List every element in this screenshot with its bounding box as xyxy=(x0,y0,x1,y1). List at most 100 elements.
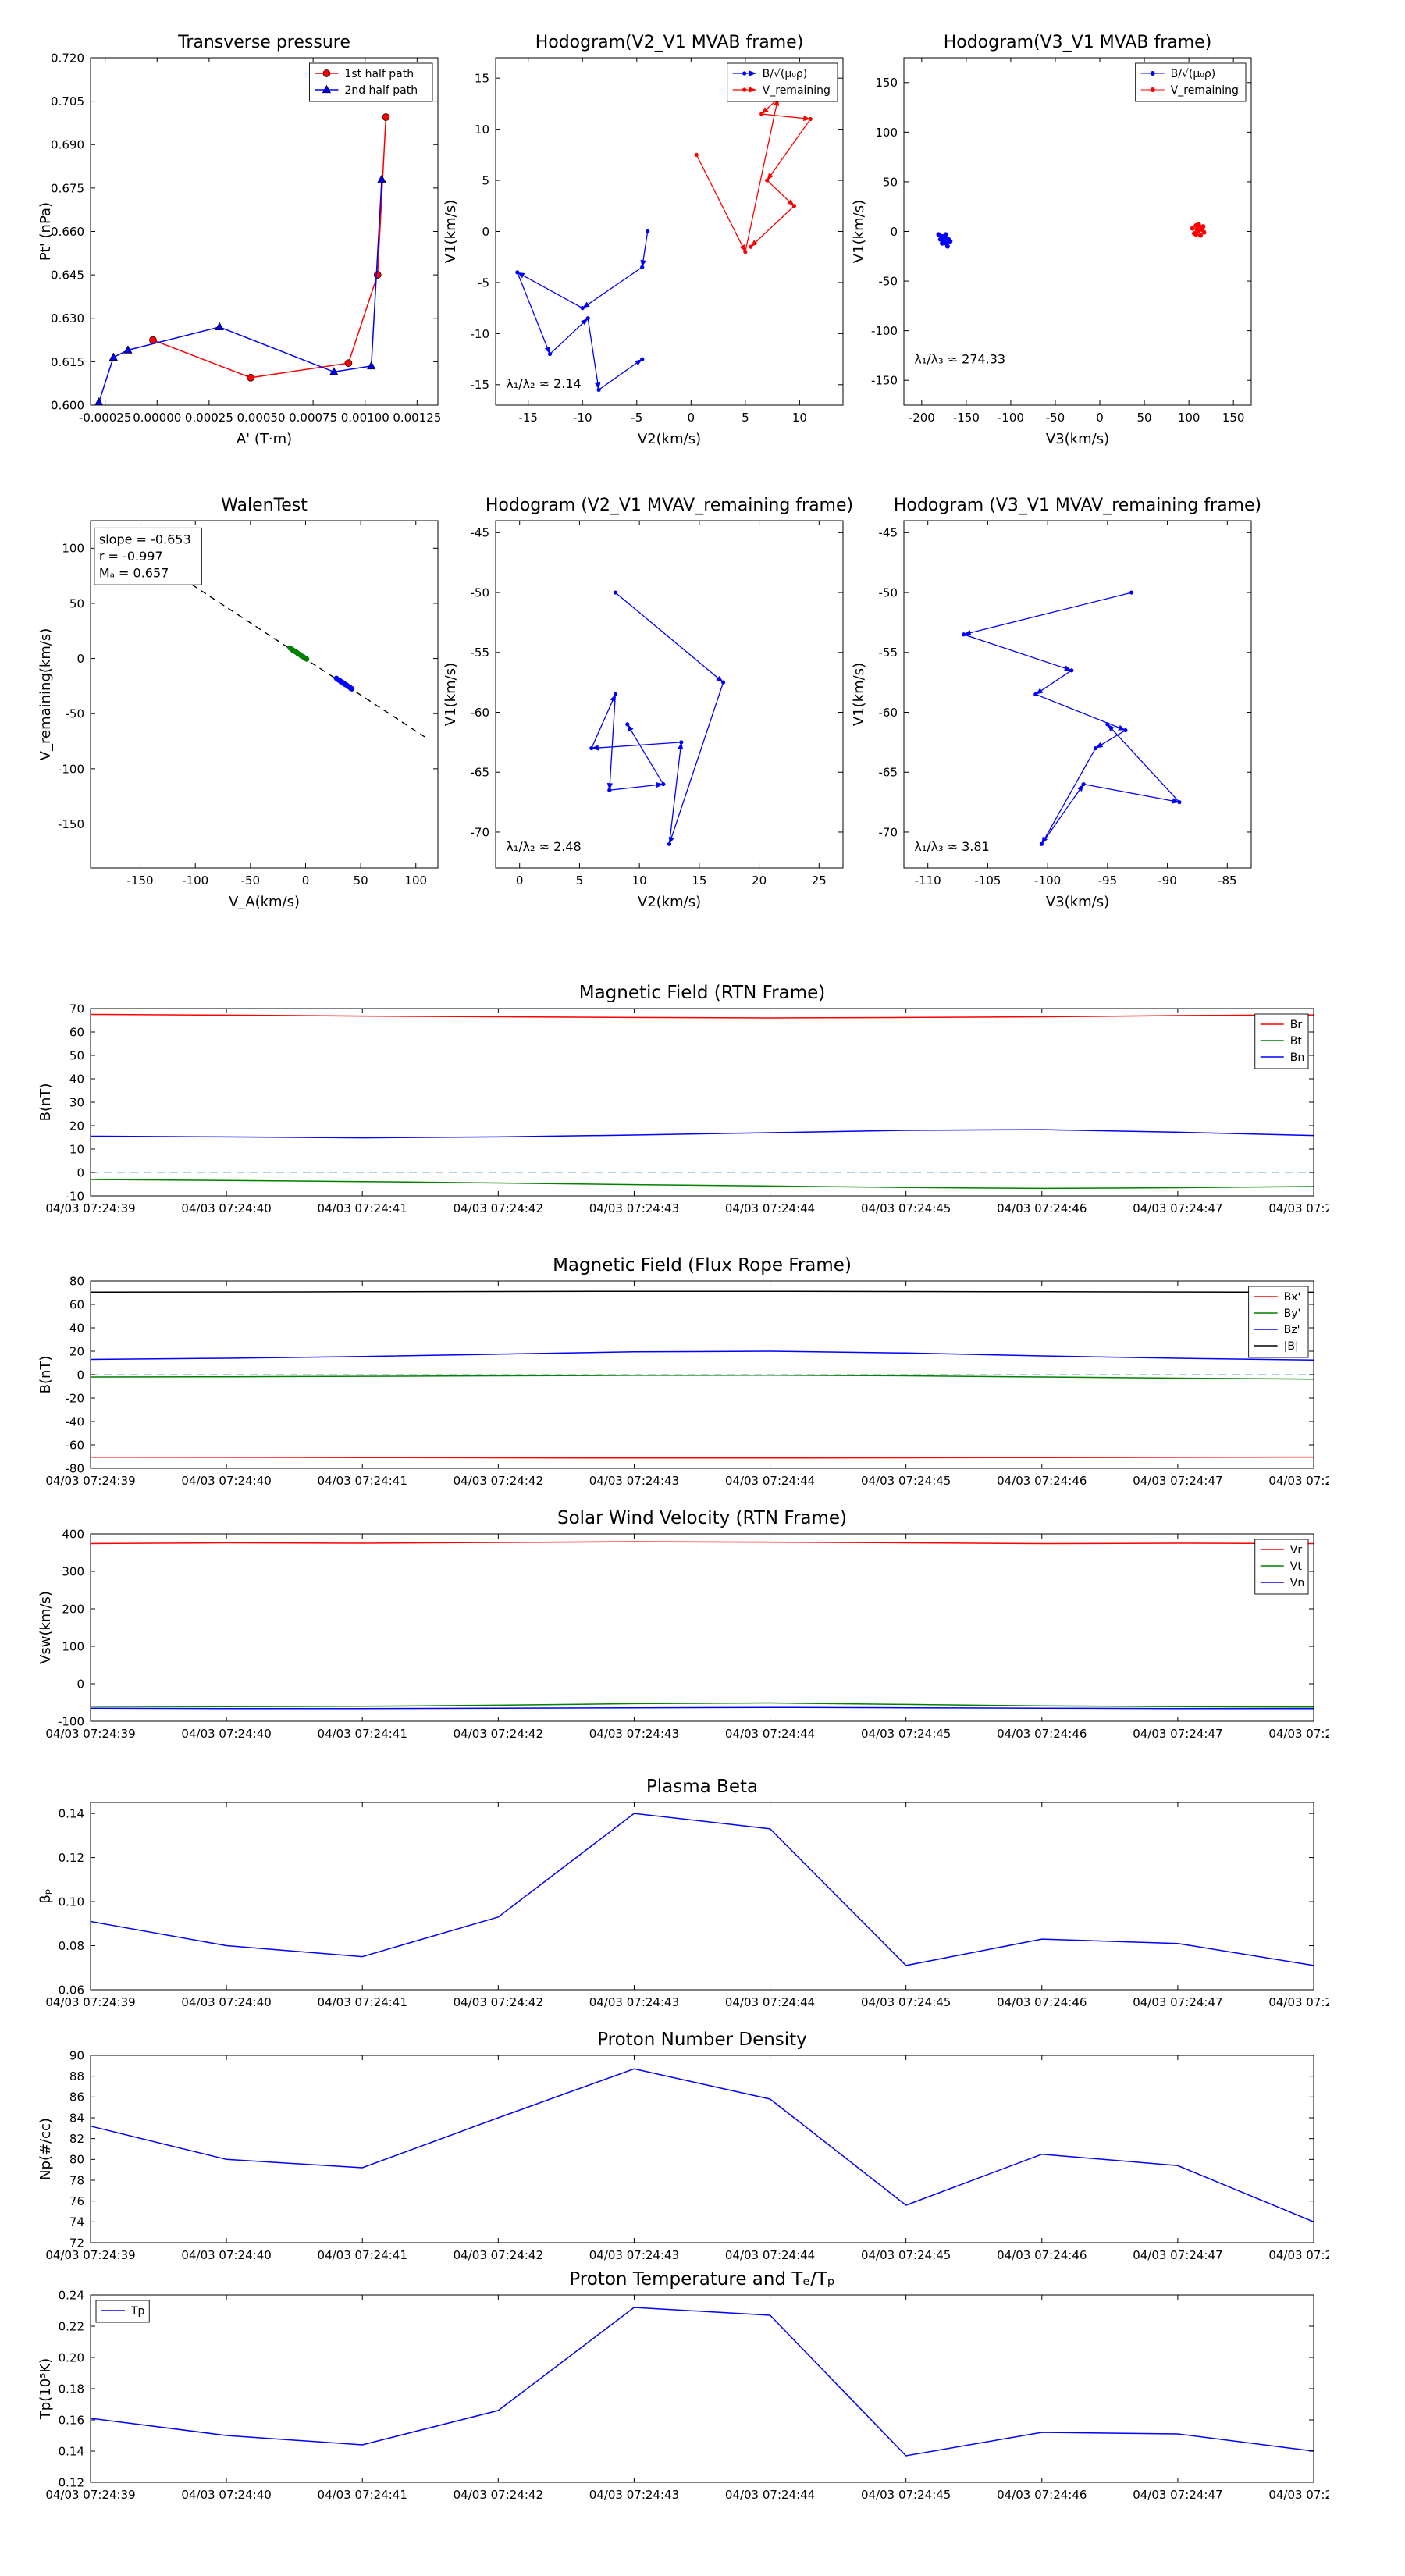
svg-text:λ₁/λ₂ ≈ 2.48: λ₁/λ₂ ≈ 2.48 xyxy=(506,839,581,854)
svg-text:5: 5 xyxy=(482,173,489,187)
svg-text:Mₐ = 0.657: Mₐ = 0.657 xyxy=(99,566,169,581)
svg-text:04/03 07:24:43: 04/03 07:24:43 xyxy=(589,1474,679,1488)
svg-text:5: 5 xyxy=(576,873,584,888)
svg-text:10: 10 xyxy=(69,1142,84,1156)
svg-text:04/03 07:24:46: 04/03 07:24:46 xyxy=(997,1995,1087,2009)
svg-text:-100: -100 xyxy=(1034,873,1061,888)
svg-text:-10: -10 xyxy=(573,411,592,425)
svg-text:100: 100 xyxy=(1178,411,1200,425)
svg-text:04/03 07:24:44: 04/03 07:24:44 xyxy=(725,2488,815,2502)
svg-text:04/03 07:24:46: 04/03 07:24:46 xyxy=(997,2488,1087,2502)
svg-text:-100: -100 xyxy=(58,1714,84,1728)
svg-text:50: 50 xyxy=(69,596,84,610)
chart-transverse-pressure: -0.00025 0.00000 0.00025 0.00050 0.00075 0.00… xyxy=(28,15,450,464)
svg-text:|B|: |B| xyxy=(1284,1340,1299,1353)
vsw-rtn-svg: 04/03 07:24:39 04/03 07:24:40 04/03 07:24:… xyxy=(37,1508,1359,1741)
svg-text:90: 90 xyxy=(69,2048,84,2062)
svg-text:B/√(μ₀ρ): B/√(μ₀ρ) xyxy=(763,68,808,80)
svg-text:Bt: Bt xyxy=(1290,1035,1303,1048)
svg-text:0.24: 0.24 xyxy=(59,2288,84,2302)
chart-walen-test: -150 -100 -50 0 50 100 -150 -100 -50 0 50 100 WalenT… xyxy=(28,478,450,927)
svg-text:80: 80 xyxy=(69,1274,84,1288)
svg-text:04/03 07:24:47: 04/03 07:24:47 xyxy=(1133,2248,1222,2262)
svg-text:78: 78 xyxy=(69,2173,84,2187)
svg-text:50: 50 xyxy=(1137,411,1152,425)
svg-text:Bn: Bn xyxy=(1290,1051,1304,1064)
svg-text:0.615: 0.615 xyxy=(51,355,84,369)
svg-text:Tp(10⁵K): Tp(10⁵K) xyxy=(37,2358,54,2420)
svg-text:-90: -90 xyxy=(1158,873,1177,888)
svg-text:82: 82 xyxy=(69,2132,84,2146)
svg-text:04/03 07:24:48: 04/03 07:24:48 xyxy=(1268,1201,1329,1215)
svg-text:70: 70 xyxy=(69,1002,84,1016)
svg-text:04/03 07:24:43: 04/03 07:24:43 xyxy=(589,2488,679,2502)
svg-text:04/03 07:24:40: 04/03 07:24:40 xyxy=(181,2248,271,2262)
svg-text:0: 0 xyxy=(302,873,310,888)
svg-text:04/03 07:24:46: 04/03 07:24:46 xyxy=(997,1201,1087,1215)
svg-text:0.660: 0.660 xyxy=(51,225,84,239)
svg-text:04/03 07:24:40: 04/03 07:24:40 xyxy=(181,1995,271,2009)
svg-text:76: 76 xyxy=(69,2194,84,2208)
svg-text:04/03 07:24:47: 04/03 07:24:47 xyxy=(1133,2488,1222,2502)
svg-text:04/03 07:24:39: 04/03 07:24:39 xyxy=(45,1727,135,1741)
svg-text:V_remaining(km/s): V_remaining(km/s) xyxy=(37,628,54,761)
svg-text:04/03 07:24:48: 04/03 07:24:48 xyxy=(1268,1995,1329,2009)
svg-text:By': By' xyxy=(1284,1308,1301,1320)
svg-text:04/03 07:24:43: 04/03 07:24:43 xyxy=(589,1995,679,2009)
svg-text:0: 0 xyxy=(890,225,898,239)
svg-text:Br: Br xyxy=(1290,1019,1303,1031)
svg-text:Hodogram (V2_V1 MVAV_remaining: Hodogram (V2_V1 MVAV_remaining frame) xyxy=(486,496,853,515)
svg-text:B/√(μ₀ρ): B/√(μ₀ρ) xyxy=(1171,68,1216,80)
svg-text:300: 300 xyxy=(62,1564,84,1578)
svg-text:0.14: 0.14 xyxy=(59,1807,84,1821)
svg-text:04/03 07:24:45: 04/03 07:24:45 xyxy=(861,2488,951,2502)
svg-text:V1(km/s): V1(km/s) xyxy=(443,663,459,726)
svg-text:Bz': Bz' xyxy=(1284,1324,1300,1336)
svg-text:0.645: 0.645 xyxy=(51,269,84,283)
chart-solar-wind-velocity: 04/03 07:24:39 04/03 07:24:40 04/03 07:24:… xyxy=(28,1499,1359,1752)
chart-hodogram-v2v1-mvab: -15 -10 -5 0 5 10 -15 -10 -5 0 5 10 15 Hodogram(V2_V1… xyxy=(433,15,855,464)
svg-text:V1(km/s): V1(km/s) xyxy=(851,663,867,726)
svg-text:-80: -80 xyxy=(66,1461,85,1475)
svg-text:B(nT): B(nT) xyxy=(37,1356,54,1394)
svg-text:40: 40 xyxy=(69,1072,84,1086)
svg-text:-50: -50 xyxy=(66,707,85,721)
svg-text:0: 0 xyxy=(76,1677,84,1691)
svg-text:0.630: 0.630 xyxy=(51,311,84,326)
svg-text:WalenTest: WalenTest xyxy=(221,496,308,515)
svg-text:04/03 07:24:44: 04/03 07:24:44 xyxy=(725,1201,815,1215)
svg-text:Proton Number Density: Proton Number Density xyxy=(597,2030,807,2050)
svg-text:Bx': Bx' xyxy=(1284,1291,1301,1304)
svg-text:0: 0 xyxy=(1096,411,1104,425)
svg-text:04/03 07:24:39: 04/03 07:24:39 xyxy=(45,1995,135,2009)
svg-text:V2(km/s): V2(km/s) xyxy=(638,431,701,447)
svg-text:04/03 07:24:46: 04/03 07:24:46 xyxy=(997,2248,1087,2262)
svg-text:-150: -150 xyxy=(58,817,84,831)
svg-text:V3(km/s): V3(km/s) xyxy=(1046,431,1109,447)
svg-text:-100: -100 xyxy=(182,873,208,888)
svg-text:100: 100 xyxy=(62,1639,84,1653)
svg-text:04/03 07:24:47: 04/03 07:24:47 xyxy=(1133,1727,1222,1741)
svg-text:V1(km/s): V1(km/s) xyxy=(443,200,459,263)
svg-text:-100: -100 xyxy=(998,411,1024,425)
svg-text:80: 80 xyxy=(69,2153,84,2167)
svg-text:74: 74 xyxy=(69,2215,84,2229)
proton-density-svg: 04/03 07:24:39 04/03 07:24:40 04/03 07:24:… xyxy=(37,2030,1359,2262)
hodogram-v2v1-mvab-svg: -15 -10 -5 0 5 10 -15 -10 -5 0 5 10 15 Hodogram(V2_V1… xyxy=(443,33,844,447)
svg-text:04/03 07:24:42: 04/03 07:24:42 xyxy=(454,1995,543,2009)
svg-text:0.00000: 0.00000 xyxy=(133,411,181,425)
svg-text:04/03 07:24:44: 04/03 07:24:44 xyxy=(725,1727,815,1741)
svg-text:100: 100 xyxy=(404,873,427,888)
svg-text:04/03 07:24:43: 04/03 07:24:43 xyxy=(589,2248,679,2262)
svg-text:-50: -50 xyxy=(879,585,898,600)
svg-text:15: 15 xyxy=(692,873,706,888)
svg-text:-50: -50 xyxy=(241,873,261,888)
svg-text:-20: -20 xyxy=(66,1391,85,1405)
svg-text:50: 50 xyxy=(69,1048,84,1062)
svg-text:04/03 07:24:42: 04/03 07:24:42 xyxy=(454,2488,543,2502)
svg-text:Hodogram (V3_V1 MVAV_remaining: Hodogram (V3_V1 MVAV_remaining frame) xyxy=(894,496,1261,515)
svg-text:04/03 07:24:43: 04/03 07:24:43 xyxy=(589,1727,679,1741)
svg-text:04/03 07:24:41: 04/03 07:24:41 xyxy=(318,1474,407,1488)
svg-text:Pt' (nPa): Pt' (nPa) xyxy=(37,202,54,261)
svg-text:Hodogram(V3_V1 MVAB frame): Hodogram(V3_V1 MVAB frame) xyxy=(944,33,1212,52)
